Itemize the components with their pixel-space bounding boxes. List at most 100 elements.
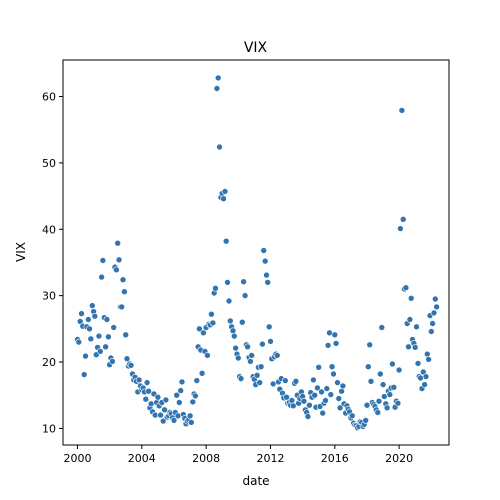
data-point bbox=[135, 376, 143, 384]
data-point bbox=[339, 382, 347, 390]
data-point bbox=[375, 397, 383, 405]
x-tick-label: 2016 bbox=[321, 452, 349, 465]
data-point bbox=[383, 404, 391, 412]
x-tick-label: 2004 bbox=[128, 452, 156, 465]
data-point bbox=[97, 348, 104, 355]
data-point bbox=[429, 320, 436, 327]
data-point bbox=[398, 107, 406, 114]
data-point bbox=[433, 303, 440, 311]
data-point bbox=[178, 378, 186, 386]
data-point bbox=[364, 363, 372, 371]
data-point bbox=[209, 319, 217, 327]
data-point bbox=[314, 384, 321, 392]
data-point bbox=[260, 247, 268, 254]
data-point bbox=[281, 377, 289, 384]
data-point bbox=[177, 387, 184, 394]
data-point bbox=[216, 143, 223, 151]
y-tick-label: 20 bbox=[42, 356, 56, 369]
data-point bbox=[300, 397, 308, 405]
data-point bbox=[113, 266, 120, 274]
x-tick-label: 2000 bbox=[63, 452, 91, 465]
data-point bbox=[198, 369, 206, 377]
data-point bbox=[176, 399, 183, 406]
data-point bbox=[186, 412, 194, 420]
data-point bbox=[109, 358, 116, 365]
data-point bbox=[328, 363, 336, 371]
data-point bbox=[402, 284, 410, 292]
data-point bbox=[119, 276, 127, 284]
data-point bbox=[227, 317, 234, 325]
data-point bbox=[306, 401, 313, 409]
data-point bbox=[427, 328, 435, 335]
data-point bbox=[327, 391, 335, 398]
data-point bbox=[362, 417, 370, 424]
data-point bbox=[319, 409, 327, 417]
chart-title: VIX bbox=[244, 40, 268, 56]
x-tick-label: 2020 bbox=[385, 452, 413, 465]
data-point bbox=[222, 237, 230, 245]
data-point bbox=[121, 288, 128, 296]
data-point bbox=[273, 352, 281, 359]
data-point bbox=[189, 398, 197, 406]
data-point bbox=[292, 377, 300, 385]
data-point bbox=[395, 366, 403, 374]
data-point bbox=[366, 341, 374, 349]
x-axis-label: date bbox=[242, 474, 269, 488]
data-point bbox=[221, 188, 229, 195]
data-point bbox=[78, 310, 85, 317]
data-point bbox=[417, 374, 424, 382]
data-point bbox=[389, 360, 396, 368]
data-point bbox=[225, 297, 233, 305]
data-point bbox=[334, 379, 341, 386]
y-tick-label: 60 bbox=[42, 91, 56, 104]
data-point bbox=[289, 402, 297, 410]
data-point bbox=[244, 343, 251, 351]
data-point bbox=[374, 409, 382, 416]
data-point bbox=[324, 342, 332, 349]
data-point bbox=[322, 397, 329, 404]
data-point bbox=[192, 392, 199, 400]
data-point bbox=[80, 371, 88, 378]
data-point bbox=[265, 323, 273, 331]
data-point bbox=[413, 323, 420, 331]
data-point bbox=[253, 371, 261, 379]
data-point bbox=[310, 376, 317, 384]
data-point bbox=[188, 419, 195, 426]
data-point bbox=[91, 312, 99, 320]
y-tick-label: 50 bbox=[42, 157, 56, 170]
data-point bbox=[145, 387, 152, 395]
data-point bbox=[378, 324, 386, 331]
data-point bbox=[115, 256, 123, 264]
data-point bbox=[159, 417, 167, 425]
data-point bbox=[425, 356, 432, 363]
data-point bbox=[154, 393, 162, 401]
data-point bbox=[267, 338, 274, 345]
data-point bbox=[105, 333, 112, 341]
data-point bbox=[123, 355, 131, 363]
data-point bbox=[332, 340, 340, 347]
data-point bbox=[330, 370, 337, 378]
data-point bbox=[363, 401, 371, 409]
x-axis-ticks: 2000 2004 2008 2012 2016 2020 bbox=[63, 445, 413, 465]
data-point bbox=[311, 391, 319, 399]
data-point bbox=[157, 411, 164, 419]
data-point bbox=[331, 331, 339, 339]
data-point bbox=[151, 411, 159, 419]
data-point bbox=[323, 385, 331, 392]
data-point bbox=[224, 279, 231, 286]
data-point bbox=[248, 352, 255, 359]
data-points bbox=[74, 74, 440, 432]
data-point bbox=[431, 295, 439, 303]
data-point bbox=[379, 381, 387, 388]
data-point bbox=[421, 381, 428, 388]
data-point bbox=[237, 375, 245, 382]
y-tick-label: 10 bbox=[42, 422, 56, 435]
data-point bbox=[256, 379, 264, 386]
x-tick-label: 2008 bbox=[192, 452, 220, 465]
y-tick-label: 40 bbox=[42, 223, 56, 236]
data-point bbox=[127, 361, 135, 369]
x-tick-label: 2012 bbox=[256, 452, 284, 465]
data-point bbox=[98, 273, 105, 281]
data-point bbox=[367, 377, 375, 385]
